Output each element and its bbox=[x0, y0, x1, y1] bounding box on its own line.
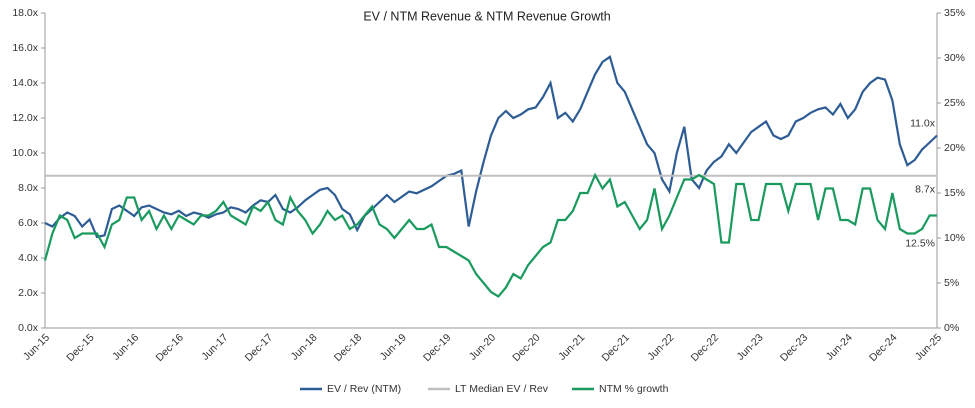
x-tick-label: Jun-24 bbox=[824, 331, 855, 362]
legend-label: NTM % growth bbox=[599, 383, 669, 395]
x-tick-label: Dec-18 bbox=[332, 331, 365, 364]
x-tick-label: Dec-17 bbox=[243, 331, 276, 364]
x-tick-label: Jun-15 bbox=[21, 331, 52, 362]
y-tick-label: 18.0x bbox=[12, 7, 38, 19]
series-line bbox=[43, 172, 937, 298]
y-tick-label: 14.0x bbox=[12, 77, 38, 89]
x-tick-label: Dec-19 bbox=[421, 331, 454, 364]
x-tick-label: Dec-21 bbox=[599, 331, 632, 364]
y-tick-label: 10.0x bbox=[12, 147, 38, 159]
y2-tick-label: 25% bbox=[944, 97, 965, 109]
value-label: 12.5% bbox=[905, 237, 935, 249]
y2-tick-label: 15% bbox=[944, 187, 965, 199]
x-tick-label: Jun-21 bbox=[556, 331, 587, 362]
y-tick-label: 4.0x bbox=[18, 252, 39, 264]
x-tick-label: Jun-22 bbox=[645, 331, 676, 362]
y2-tick-label: 0% bbox=[944, 322, 959, 334]
y-tick-label: 0.0x bbox=[18, 322, 39, 334]
x-tick-label: Dec-15 bbox=[64, 331, 97, 364]
x-tick-label: Jun-19 bbox=[378, 331, 409, 362]
series-line bbox=[44, 55, 938, 239]
y2-tick-label: 30% bbox=[944, 52, 965, 64]
y2-tick-label: 5% bbox=[944, 277, 959, 289]
legend-label: LT Median EV / Rev bbox=[455, 383, 549, 395]
y-tick-label: 12.0x bbox=[12, 112, 38, 124]
x-tick-label: Dec-20 bbox=[510, 331, 543, 364]
value-label: 8.7x bbox=[915, 184, 936, 196]
x-tick-label: Dec-23 bbox=[778, 331, 811, 364]
y-tick-label: 16.0x bbox=[12, 42, 38, 54]
x-tick-label: Jun-17 bbox=[199, 331, 230, 362]
legend-label: EV / Rev (NTM) bbox=[327, 383, 401, 395]
y2-tick-label: 35% bbox=[944, 7, 965, 19]
x-tick-label: Jun-25 bbox=[913, 331, 944, 362]
x-tick-label: Dec-22 bbox=[689, 331, 722, 364]
y-tick-label: 6.0x bbox=[18, 217, 39, 229]
x-tick-label: Jun-23 bbox=[734, 331, 765, 362]
value-label: 11.0x bbox=[910, 117, 936, 129]
y-tick-label: 2.0x bbox=[18, 287, 39, 299]
y2-tick-label: 20% bbox=[944, 142, 965, 154]
x-tick-label: Jun-20 bbox=[467, 331, 498, 362]
chart-title: EV / NTM Revenue & NTM Revenue Growth bbox=[363, 9, 610, 23]
y-tick-label: 8.0x bbox=[18, 182, 39, 194]
x-tick-label: Dec-24 bbox=[867, 331, 900, 364]
y2-tick-label: 10% bbox=[944, 232, 965, 244]
x-tick-label: Dec-16 bbox=[153, 331, 186, 364]
x-tick-label: Jun-18 bbox=[288, 331, 319, 362]
x-tick-label: Jun-16 bbox=[110, 331, 141, 362]
